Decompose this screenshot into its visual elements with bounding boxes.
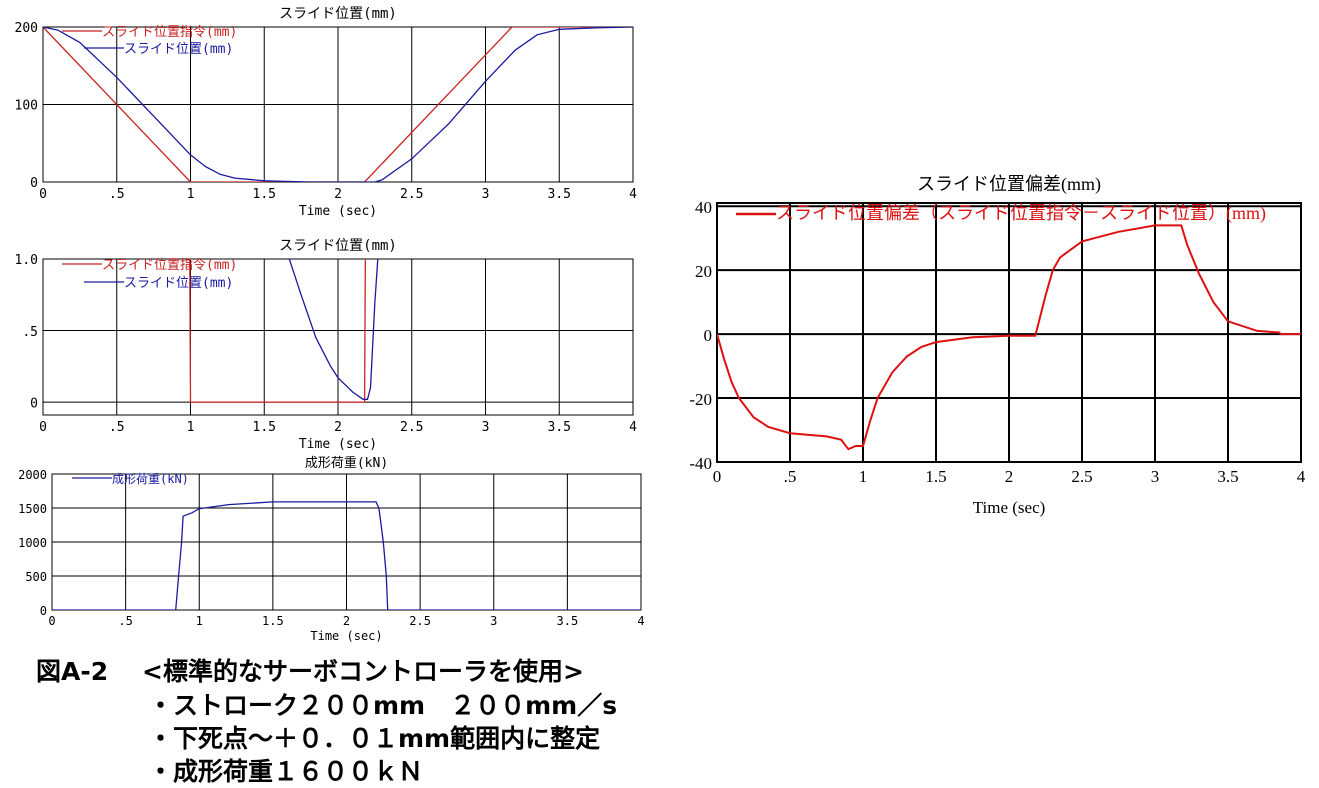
y-tick-label: 0	[30, 176, 38, 191]
legend-label: スライド位置指令(mm)	[102, 258, 237, 273]
series-line-1	[717, 224, 1301, 451]
y-tick-label: 40	[695, 198, 712, 217]
x-tick-label: .5	[109, 420, 125, 435]
y-tick-label: 500	[25, 570, 47, 584]
legend-label: スライド位置偏差（スライド位置指令－スライド位置）(mm)	[776, 203, 1266, 224]
y-tick-label: 1500	[18, 502, 47, 516]
y-tick-label: 1000	[18, 536, 47, 550]
x-tick-label: 2	[334, 420, 342, 435]
plot-frame	[716, 202, 1302, 463]
figure-label: 図A-2	[36, 657, 109, 686]
x-tick-label: 1	[187, 187, 195, 202]
chart-3: 成形荷重(kN) 0 .5 1 1.5 2 2.5 3 3.5 4 0 500 1000 1500 2000…	[18, 455, 645, 643]
x-tick-label: .5	[118, 614, 132, 628]
y-tick-label: -40	[689, 454, 712, 473]
x-tick-label: 3.5	[557, 614, 579, 628]
x-tick-label: 1.5	[925, 467, 946, 486]
x-tick-label: 3	[490, 614, 497, 628]
legend-label: 成形荷重(kN)	[112, 472, 189, 486]
series-line-2	[43, 27, 633, 182]
x-tick-label: 1.5	[253, 187, 276, 202]
caption-bullet: ・ストローク２００mm ２００mm／s	[148, 691, 618, 720]
x-axis-label: Time (sec)	[310, 629, 382, 643]
legend-label: スライド位置(mm)	[124, 276, 233, 291]
figure-title: <標準的なサーボコントローラを使用>	[142, 657, 584, 686]
series-line-1	[52, 501, 641, 610]
x-tick-label: 3.5	[548, 420, 571, 435]
x-tick-label: 1.5	[262, 614, 284, 628]
x-tick-label: 4	[637, 614, 644, 628]
x-tick-label: 0	[713, 467, 722, 486]
legend-label: スライド位置(mm)	[124, 42, 233, 57]
x-tick-label: 3.5	[548, 187, 571, 202]
series-line-1	[43, 27, 633, 182]
y-tick-label: 200	[15, 21, 38, 36]
x-tick-label: 2	[1005, 467, 1014, 486]
y-tick-label: -20	[689, 390, 712, 409]
y-tick-label: 0	[30, 396, 38, 411]
x-tick-label: 3	[482, 187, 490, 202]
x-tick-label: 1.5	[253, 420, 276, 435]
x-tick-label: 0	[48, 614, 55, 628]
x-tick-label: 2	[334, 187, 342, 202]
y-tick-label: 100	[15, 99, 38, 114]
x-tick-label: 0	[39, 187, 47, 202]
x-tick-label: 1	[196, 614, 203, 628]
x-tick-label: 4	[1297, 467, 1306, 486]
x-tick-label: 3	[1151, 467, 1160, 486]
chart-2: スライド位置(mm) 0 .5 1 1.5 2 2.5 3 3.5 4 0 .5 1.0 Time (se…	[15, 238, 638, 452]
x-axis-label: Time (sec)	[299, 437, 377, 452]
chart-title: スライド位置(mm)	[279, 238, 397, 254]
x-axis-label: Time (sec)	[973, 498, 1046, 517]
x-tick-label: 1	[859, 467, 868, 486]
x-tick-label: 2.5	[1071, 467, 1092, 486]
x-tick-label: .5	[784, 467, 797, 486]
caption-bullet: ・成形荷重１６００ｋＮ	[148, 757, 424, 786]
x-tick-label: 1	[187, 420, 195, 435]
x-axis-label: Time (sec)	[299, 204, 377, 219]
series-line-2	[288, 259, 379, 400]
x-tick-label: 3	[482, 420, 490, 435]
chart-title: 成形荷重(kN)	[305, 455, 388, 471]
y-tick-label: 0	[40, 604, 47, 618]
plot-frame	[51, 473, 642, 611]
y-tick-label: 1.0	[15, 253, 38, 268]
x-tick-label: 2	[343, 614, 350, 628]
chart-title: スライド位置偏差(mm)	[917, 174, 1101, 195]
series-line-1	[189, 259, 366, 403]
plot-frame	[42, 258, 634, 416]
legend-label: スライド位置指令(mm)	[102, 25, 237, 40]
y-tick-label: 2000	[18, 468, 47, 482]
x-tick-label: 3.5	[1217, 467, 1238, 486]
x-tick-label: 4	[629, 420, 637, 435]
x-tick-label: 0	[39, 420, 47, 435]
y-tick-label: 0	[704, 326, 713, 345]
x-tick-label: 2.5	[400, 420, 423, 435]
y-tick-label: 20	[695, 262, 712, 281]
chart-1: スライド位置(mm) 0 .5 1 1.5 2 2.5 3 3.5 4 0 100 200 Time (s…	[15, 6, 638, 219]
y-tick-label: .5	[22, 325, 38, 340]
x-tick-label: 2.5	[409, 614, 431, 628]
x-tick-label: 4	[629, 187, 637, 202]
caption-bullet: ・下死点～＋０．０１mm範囲内に整定	[148, 724, 601, 753]
chart-title: スライド位置(mm)	[279, 6, 397, 22]
x-tick-label: 2.5	[400, 187, 423, 202]
x-tick-label: .5	[109, 187, 125, 202]
chart-4: スライド位置偏差(mm) 0 .5 1 1.5 2 2.5 3 3.5 4 -40 -20 0 20 40 T…	[689, 174, 1305, 517]
